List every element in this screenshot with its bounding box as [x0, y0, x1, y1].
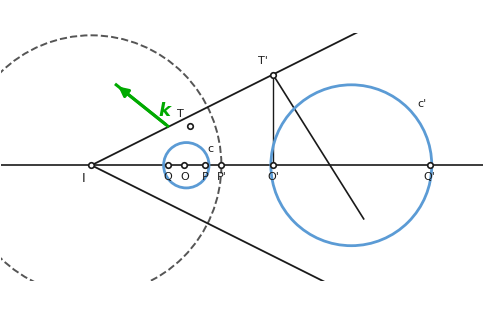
Text: Q: Q [164, 172, 172, 182]
Text: k: k [158, 102, 170, 120]
Text: P': P' [216, 172, 227, 182]
Text: Q': Q' [424, 172, 436, 182]
Text: P: P [201, 172, 208, 182]
Text: T: T [177, 109, 183, 119]
Text: O: O [180, 172, 189, 182]
Text: c: c [207, 143, 213, 154]
Text: I: I [82, 172, 86, 185]
Text: T': T' [257, 56, 268, 66]
Text: c': c' [417, 99, 426, 109]
Text: O': O' [267, 172, 279, 182]
